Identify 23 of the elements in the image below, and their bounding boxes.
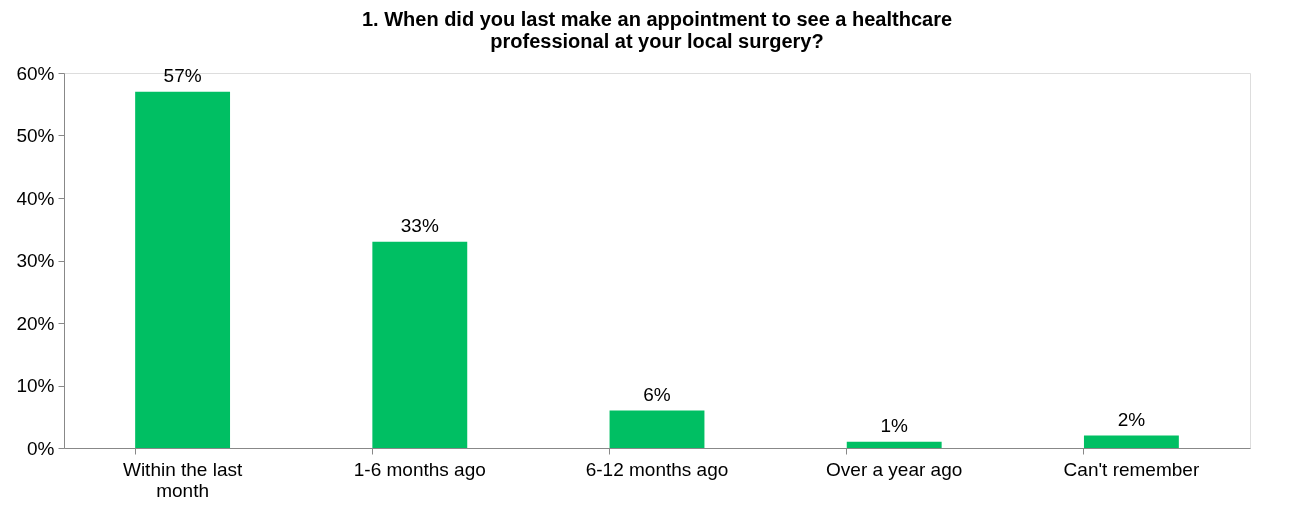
bar xyxy=(1083,435,1179,448)
y-tick-label: 20% xyxy=(16,312,55,334)
x-tick-label: Can't remember xyxy=(1063,458,1200,480)
bar xyxy=(846,441,942,448)
data-label: 57% xyxy=(163,64,202,86)
y-tick-label: 40% xyxy=(16,187,55,209)
y-tick-label: 30% xyxy=(16,250,55,271)
bar xyxy=(135,91,231,448)
x-tick-label: 1-6 months ago xyxy=(353,458,486,480)
y-tick-label: 10% xyxy=(16,375,55,396)
chart-title: 1. When did you last make an appointment to see a healthcare professional at your local surgery? xyxy=(361,8,953,52)
y-tick-label: 60% xyxy=(16,62,55,84)
x-tick-label: Within the last month xyxy=(122,458,243,501)
data-label: 2% xyxy=(1117,408,1146,430)
data-label: 33% xyxy=(400,214,439,236)
x-tick-label: Over a year ago xyxy=(826,458,963,480)
bar xyxy=(609,410,705,448)
y-tick-label: 0% xyxy=(27,437,55,459)
y-tick-label: 50% xyxy=(16,125,55,146)
x-tick-label: 6-12 months ago xyxy=(585,458,729,480)
data-label: 6% xyxy=(643,383,671,405)
data-label: 1% xyxy=(880,414,909,436)
bar xyxy=(372,241,468,448)
